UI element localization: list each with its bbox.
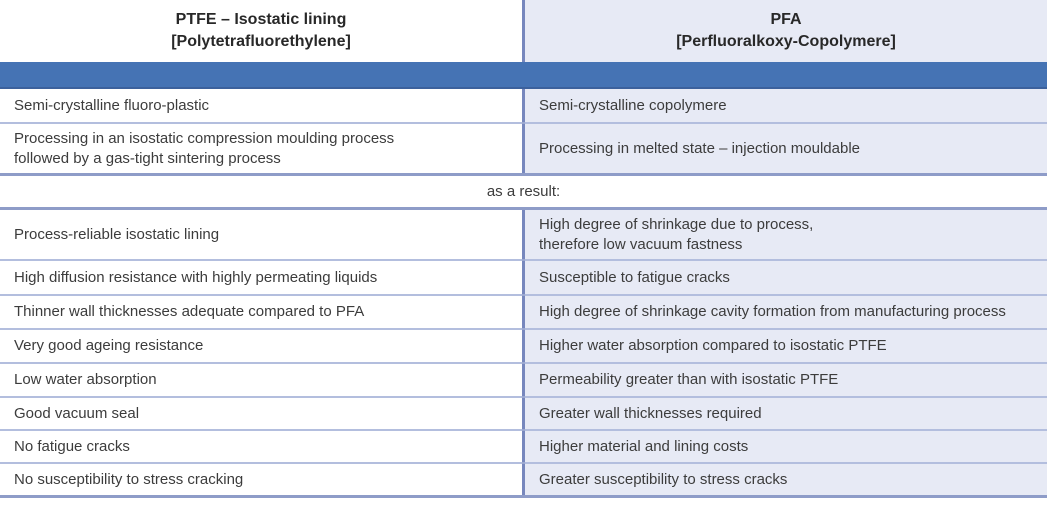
header-ptfe-title: PTFE – Isostatic lining <box>175 11 347 29</box>
table-row: Thinner wall thicknesses adequate compar… <box>0 294 1047 328</box>
pfa-cell: Permeability greater than with isostatic… <box>525 362 1047 396</box>
header-pfa-title: PFA <box>770 11 802 29</box>
ptfe-cell: High diffusion resistance with highly pe… <box>0 259 522 294</box>
column-divider <box>522 0 525 62</box>
ptfe-cell: Thinner wall thicknesses adequate compar… <box>0 294 522 328</box>
column-divider <box>522 122 525 173</box>
header-pfa: PFA [Perfluoralkoxy-Copolymere] <box>525 0 1047 62</box>
column-divider <box>522 294 525 328</box>
ptfe-cell: Processing in an isostatic compression m… <box>0 122 522 173</box>
pfa-cell: Greater wall thicknesses required <box>525 396 1047 429</box>
column-divider <box>522 259 525 294</box>
pfa-cell: Higher water absorption compared to isos… <box>525 328 1047 362</box>
table-row: Low water absorption Permeability greate… <box>0 362 1047 396</box>
as-a-result-label: as a result: <box>486 183 561 200</box>
table-row: No susceptibility to stress cracking Gre… <box>0 462 1047 495</box>
ptfe-cell: Process-reliable isostatic lining <box>0 210 522 259</box>
column-divider <box>522 210 525 259</box>
ptfe-cell: Very good ageing resistance <box>0 328 522 362</box>
table-row: No fatigue cracks Higher material and li… <box>0 429 1047 462</box>
ptfe-cell: No susceptibility to stress cracking <box>0 462 522 495</box>
table-row: Very good ageing resistance Higher water… <box>0 328 1047 362</box>
table-row: Semi-crystalline fluoro-plastic Semi-cry… <box>0 89 1047 122</box>
column-divider <box>522 429 525 462</box>
as-a-result-row: as a result: <box>0 176 1047 210</box>
ptfe-cell: Good vacuum seal <box>0 396 522 429</box>
pfa-cell: Processing in melted state – injection m… <box>525 122 1047 173</box>
column-divider <box>522 396 525 429</box>
table-row: Process-reliable isostatic lining High d… <box>0 210 1047 259</box>
pfa-cell: Greater susceptibility to stress cracks <box>525 462 1047 495</box>
column-divider <box>522 328 525 362</box>
section-results: Process-reliable isostatic lining High d… <box>0 210 1047 498</box>
pfa-cell: Susceptible to fatigue cracks <box>525 259 1047 294</box>
header-pfa-subtitle: [Perfluoralkoxy-Copolymere] <box>676 33 896 50</box>
ptfe-cell: Semi-crystalline fluoro-plastic <box>0 89 522 122</box>
blue-band <box>0 62 1047 89</box>
table-row: Good vacuum seal Greater wall thicknesse… <box>0 396 1047 429</box>
column-divider <box>522 362 525 396</box>
table-row: High diffusion resistance with highly pe… <box>0 259 1047 294</box>
column-divider <box>522 89 525 122</box>
ptfe-cell: No fatigue cracks <box>0 429 522 462</box>
table-row: Processing in an isostatic compression m… <box>0 122 1047 173</box>
pfa-cell: Higher material and lining costs <box>525 429 1047 462</box>
bottom-margin <box>0 498 1047 511</box>
column-divider <box>522 462 525 495</box>
pfa-cell: High degree of shrinkage due to process,… <box>525 210 1047 259</box>
header-ptfe: PTFE – Isostatic lining [Polytetrafluore… <box>0 0 522 62</box>
pfa-cell: High degree of shrinkage cavity formatio… <box>525 294 1047 328</box>
header-ptfe-subtitle: [Polytetrafluorethylene] <box>171 33 351 50</box>
section-properties: Semi-crystalline fluoro-plastic Semi-cry… <box>0 89 1047 176</box>
table-header-row: PTFE – Isostatic lining [Polytetrafluore… <box>0 0 1047 62</box>
ptfe-cell: Low water absorption <box>0 362 522 396</box>
pfa-cell: Semi-crystalline copolymere <box>525 89 1047 122</box>
